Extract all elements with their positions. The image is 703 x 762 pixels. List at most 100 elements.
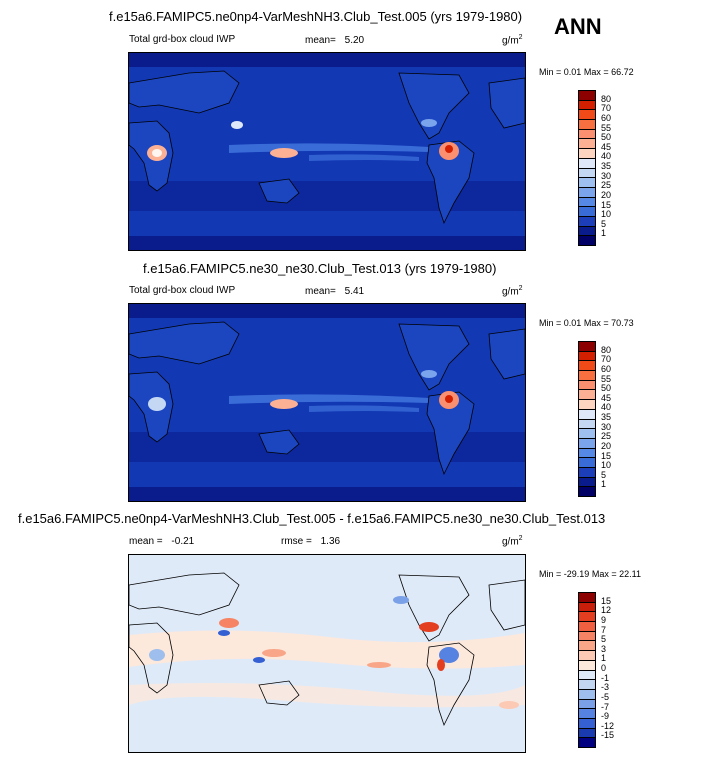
panel-1-minmax: Min = 0.01 Max = 66.72 (539, 67, 634, 77)
colorbar-segment (579, 197, 595, 208)
panel-2-colorbar-ticks: 80 70 60 55 50 45 40 35 30 25 20 15 10 5 1 (601, 341, 631, 495)
colorbar-tick-label: 40 (601, 402, 612, 413)
panel-1-max-value: 66.72 (611, 67, 634, 77)
colorbar-tick-label: 0 (601, 663, 607, 673)
colorbar-tick-label: 10 (601, 209, 612, 220)
colorbar-segment (579, 168, 595, 179)
colorbar-segment (579, 390, 595, 401)
colorbar-segment (579, 709, 595, 719)
panel-1-map (128, 52, 526, 251)
panel-2-mean-value: 5.41 (344, 286, 365, 297)
colorbar-tick-label: 55 (601, 122, 612, 133)
colorbar-segment (579, 602, 595, 613)
colorbar-segment (579, 477, 595, 488)
panel-2-max-label: Max = (583, 318, 609, 328)
colorbar-segment (579, 129, 595, 140)
colorbar-segment (579, 419, 595, 430)
panel-2-units-sup: 2 (518, 285, 523, 292)
colorbar-segment (579, 226, 595, 237)
panel-3-max-label: Max = (591, 569, 617, 579)
panel-1-min-label: Min = (539, 67, 562, 77)
colorbar-tick-label: 45 (601, 392, 612, 403)
colorbar-tick-label: 1 (601, 479, 607, 490)
colorbar-segment (579, 612, 595, 623)
panel-2-min-value: 0.01 (563, 318, 582, 328)
colorbar-segment (579, 728, 595, 739)
colorbar-segment (579, 699, 595, 710)
panel-2-max-value: 70.73 (611, 318, 634, 328)
colorbar-tick-label: -3 (601, 682, 610, 693)
colorbar-segment (579, 120, 595, 130)
colorbar-segment (579, 100, 595, 111)
panel-3-minmax: Min = -29.19 Max = 22.11 (539, 569, 641, 579)
colorbar-tick-label: -9 (601, 711, 610, 722)
colorbar-segment (579, 660, 595, 671)
season-label: ANN (554, 14, 602, 39)
colorbar-tick-label: 15 (601, 595, 612, 606)
panel-3-min-value: -29.19 (563, 569, 590, 579)
panel-1-max-label: Max = (583, 67, 609, 77)
colorbar-segment (579, 622, 595, 632)
panel-2-map (128, 303, 526, 502)
colorbar-tick-label: -7 (601, 701, 610, 712)
colorbar-segment (579, 458, 595, 468)
panel-3-units-text: g/m (502, 536, 519, 548)
colorbar-tick-label: 9 (601, 614, 607, 625)
panel-1-units: g/m2 (502, 34, 523, 46)
colorbar-tick-label: 15 (601, 450, 612, 461)
colorbar-tick-label: -5 (601, 691, 610, 702)
colorbar-tick-label: -15 (601, 730, 615, 741)
colorbar-tick-label: 35 (601, 412, 612, 422)
panel-3-mean-value: -0.21 (171, 536, 195, 547)
panel-3-units-sup: 2 (518, 535, 523, 542)
colorbar-tick-label: 70 (601, 354, 612, 365)
colorbar-segment (579, 178, 595, 188)
panel-1-units-text: g/m (502, 35, 519, 47)
panel-3-rmse-label: rmse = (281, 536, 312, 547)
panel-1-mean-value: 5.20 (344, 35, 365, 46)
colorbar-segment (579, 371, 595, 381)
panel-1-title: f.e15a6.FAMIPC5.ne0np4-VarMeshNH3.Club_T… (109, 9, 523, 24)
panel-1-mean-label: mean= (305, 35, 336, 46)
panel-3-colorbar-ticks: 15 12 9 7 5 3 1 0 -1 -3 -5 -7 -9 -12 -15 (601, 592, 631, 746)
colorbar-tick-label: 25 (601, 431, 612, 442)
colorbar-tick-label: 1 (601, 653, 607, 664)
colorbar-segment (579, 158, 595, 169)
panel-3-map (128, 554, 526, 753)
colorbar-tick-label: 10 (601, 460, 612, 471)
colorbar-segment (579, 139, 595, 150)
panel-3-title: f.e15a6.FAMIPC5.ne0np4-VarMeshNH3.Club_T… (18, 511, 606, 526)
colorbar-segment (579, 467, 595, 478)
colorbar-tick-label: -12 (601, 720, 615, 731)
panel-3-max-value: 22.11 (619, 569, 641, 579)
colorbar-segment (579, 400, 595, 410)
colorbar-tick-label: 30 (601, 421, 612, 432)
colorbar-tick-label: 20 (601, 189, 612, 200)
panel-3-units: g/m2 (502, 535, 523, 547)
panel-2-title: f.e15a6.FAMIPC5.ne30_ne30.Club_Test.013 … (143, 261, 497, 276)
panel-3-rmse-value: 1.36 (320, 536, 341, 547)
colorbar-tick-label: 20 (601, 440, 612, 451)
colorbar-segment (579, 680, 595, 690)
colorbar-tick-label: 1 (601, 228, 607, 239)
colorbar-segment (579, 438, 595, 449)
colorbar-tick-label: 70 (601, 103, 612, 114)
colorbar-segment (579, 91, 595, 101)
colorbar-tick-label: 40 (601, 151, 612, 162)
colorbar-segment (579, 361, 595, 372)
colorbar-tick-label: 80 (601, 93, 612, 104)
panel-3-colorbar (578, 592, 596, 748)
panel-2-mean: mean= 5.41 (305, 286, 364, 297)
colorbar-tick-label: 25 (601, 180, 612, 191)
colorbar-segment (579, 487, 595, 496)
panel-3-min-label: Min = (539, 569, 562, 579)
colorbar-segment (579, 187, 595, 198)
colorbar-segment (579, 651, 595, 661)
colorbar-tick-label: 45 (601, 141, 612, 152)
colorbar-tick-label: 60 (601, 112, 612, 123)
panel-2-map-svg (129, 304, 525, 501)
panel-2-mean-label: mean= (305, 286, 336, 297)
panel-2-minmax: Min = 0.01 Max = 70.73 (539, 318, 634, 328)
panel-3-mean-label: mean = (129, 536, 163, 547)
colorbar-segment (579, 110, 595, 121)
